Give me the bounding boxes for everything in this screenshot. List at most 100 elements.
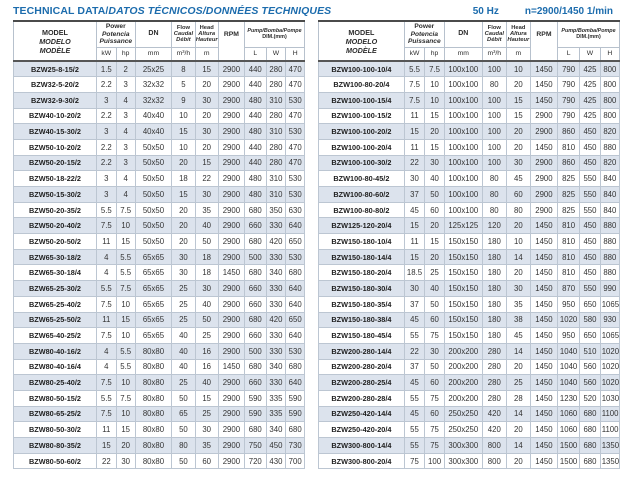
value-cell: 75 (424, 327, 445, 344)
table-row: BZW150-180-35/4 37 50 150x150 180 35 1450 950 65… (318, 296, 621, 313)
value-cell: 450 (579, 249, 601, 266)
value-cell: 50x50 (134, 139, 173, 156)
model-cell: BZW65-25-50/2 (13, 312, 97, 329)
value-cell: 340 (265, 264, 287, 282)
model-cell: BZW200-280-28/4 (318, 390, 405, 407)
value-cell: 180 (481, 233, 507, 250)
value-cell: 250x250 (443, 406, 483, 423)
value-cell: 1450 (529, 61, 558, 78)
value-cell: 790 (556, 92, 581, 109)
value-cell: 1500 (556, 437, 581, 454)
value-cell: 825 (556, 186, 581, 203)
model-cell: BZW150-180-45/4 (318, 327, 405, 344)
value-cell: 55 (403, 421, 426, 438)
value-cell: 860 (556, 123, 581, 140)
value-cell: 470 (285, 139, 305, 156)
value-cell: 590 (244, 390, 267, 407)
table-row: BZW65-30-18/2 4 5.5 65x65 30 18 2900 500 330 530 (13, 249, 305, 266)
value-cell: 100 (481, 155, 507, 172)
value-cell: 10 (424, 92, 445, 109)
value-cell: 80x80 (134, 421, 173, 438)
flow-column-header: Flow Caudal Débit (171, 21, 196, 48)
value-cell: 825 (556, 170, 581, 187)
value-cell: 200x200 (443, 359, 483, 376)
value-cell: 2900 (529, 202, 558, 219)
value-cell: 65x65 (134, 280, 173, 297)
value-cell: 180 (481, 280, 507, 297)
value-cell: 650 (285, 312, 305, 329)
table-row: BZW80-50-15/2 5.5 7.5 80x80 50 15 2900 590 335 59… (13, 390, 305, 407)
value-cell: 800 (599, 92, 621, 109)
table-row: BZW100-80-45/2 30 40 100x100 80 45 2900 825 550 8… (318, 170, 621, 187)
value-cell: 4 (115, 170, 136, 187)
table-row: BZW80-50-30/2 11 15 80x80 50 30 2900 680 340 680 (13, 421, 305, 438)
value-cell: 60 (424, 312, 445, 329)
value-cell: 22 (194, 170, 219, 187)
value-cell: 200x200 (443, 390, 483, 407)
value-cell: 2900 (529, 186, 558, 203)
value-cell: 880 (599, 139, 621, 156)
model-cell: BZW200-280-25/4 (318, 374, 405, 391)
value-cell: 340 (265, 421, 287, 438)
model-cell: BZW150-180-35/4 (318, 296, 405, 313)
value-cell: 330 (265, 249, 287, 266)
value-cell: 1020 (599, 343, 621, 360)
value-cell: 30 (194, 186, 219, 203)
value-cell: 50 (194, 233, 219, 250)
value-cell: 14 (505, 249, 531, 266)
value-cell: 810 (556, 233, 581, 250)
value-cell: 2900 (217, 233, 246, 250)
model-cell: BZW80-25-40/2 (13, 374, 97, 391)
value-cell: 30 (194, 280, 219, 297)
table-row: BZW100-80-80/2 45 60 100x100 80 80 2900 825 550 8… (318, 202, 621, 219)
value-cell: 11 (95, 421, 117, 438)
value-cell: 280 (265, 108, 287, 125)
value-cell: 45 (403, 406, 426, 423)
value-cell: 590 (285, 390, 305, 407)
model-cell: BZW250-420-20/4 (318, 421, 405, 438)
value-cell: 790 (556, 108, 581, 125)
value-cell: 120 (481, 217, 507, 235)
value-cell: 20 (424, 249, 445, 266)
value-cell: 20 (424, 123, 445, 140)
value-cell: 750 (244, 437, 267, 454)
value-cell: 2900 (529, 108, 558, 125)
value-cell: 15 (194, 155, 219, 172)
value-cell: 880 (599, 264, 621, 282)
value-cell: 50 (424, 296, 445, 313)
value-cell: 4 (115, 123, 136, 140)
value-cell: 2900 (529, 123, 558, 140)
value-cell: 250x250 (443, 421, 483, 438)
value-cell: 15 (505, 92, 531, 109)
value-cell: 20 (171, 233, 196, 250)
value-cell: 4 (115, 186, 136, 203)
value-cell: 680 (285, 264, 305, 282)
value-cell: 50 (171, 453, 196, 470)
value-cell: 150x150 (443, 249, 483, 266)
value-cell: 4 (115, 92, 136, 109)
value-cell: 7.5 (95, 217, 117, 235)
value-cell: 80 (171, 437, 196, 454)
value-cell: 2900 (217, 374, 246, 391)
value-cell: 5.5 (115, 343, 136, 360)
value-cell: 2900 (217, 92, 246, 109)
value-cell: 11 (403, 233, 426, 250)
value-cell: 680 (579, 453, 601, 470)
value-cell: 310 (265, 123, 287, 140)
value-cell: 1350 (599, 437, 621, 454)
value-cell: 335 (265, 390, 287, 407)
value-cell: 15 (95, 437, 117, 454)
value-cell: 10 (424, 76, 445, 93)
table-row: BZW150-180-14/4 15 20 150x150 180 14 1450 810 45… (318, 249, 621, 266)
value-cell: 450 (579, 264, 601, 282)
value-cell: 2900 (217, 296, 246, 313)
value-cell: 1450 (529, 437, 558, 454)
value-cell: 30 (505, 280, 531, 297)
value-cell: 1.5 (95, 61, 117, 78)
value-cell: 80x80 (134, 359, 173, 376)
table-row: BZW150-180-20/4 18.5 25 150x150 180 20 1450 810… (318, 264, 621, 282)
value-cell: 310 (265, 170, 287, 187)
value-cell: 11 (403, 139, 426, 156)
value-cell: 65 (171, 406, 196, 423)
value-cell: 425 (579, 92, 601, 109)
